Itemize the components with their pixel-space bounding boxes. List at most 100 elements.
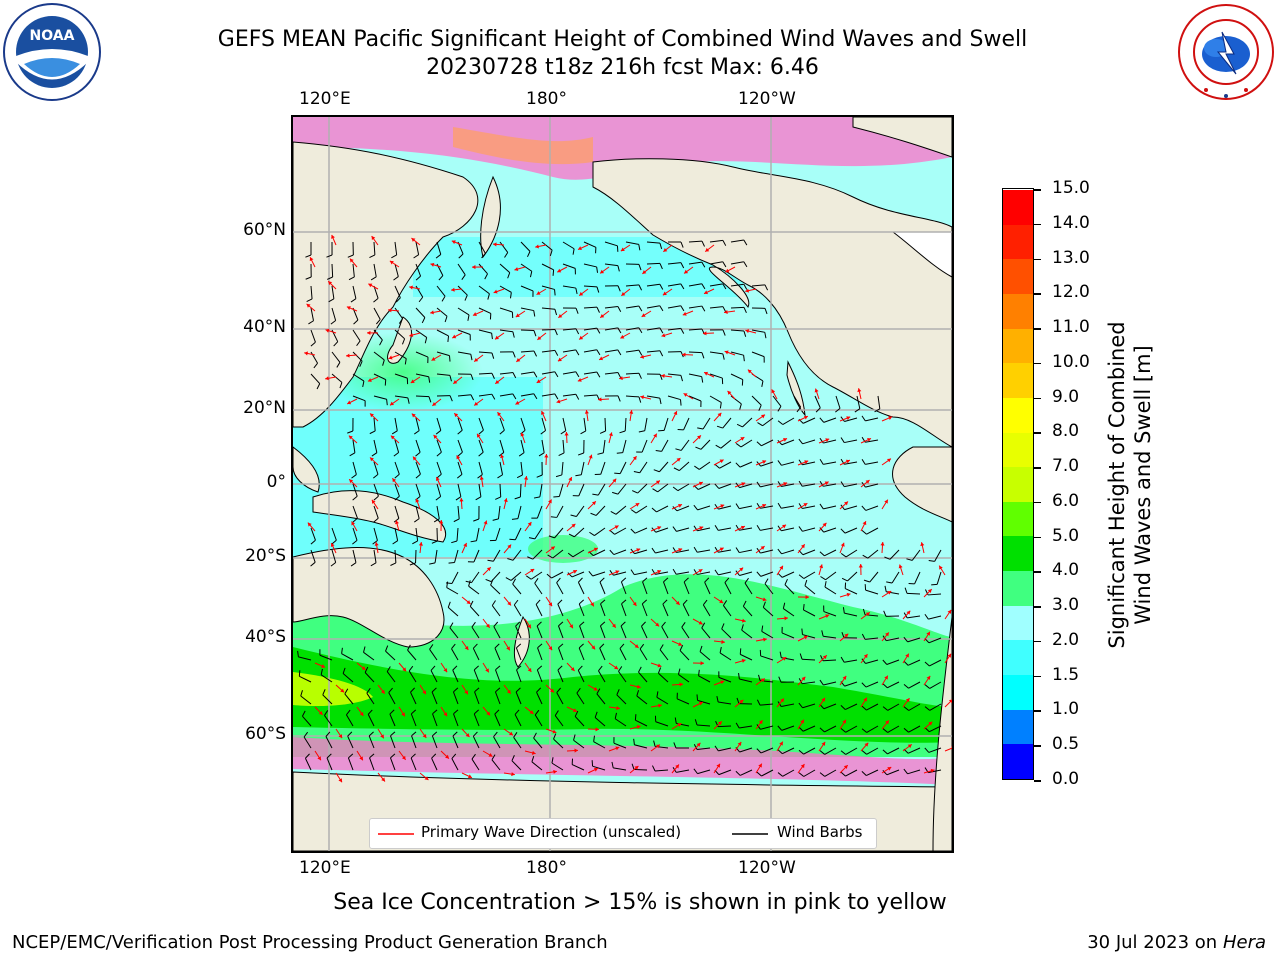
wave-arrow — [430, 310, 442, 315]
wind-barb — [475, 483, 482, 501]
wind-barb — [516, 665, 522, 683]
wind-barb — [735, 482, 753, 489]
colorbar-segment — [1003, 224, 1033, 260]
wave-arrow — [482, 750, 493, 757]
wind-barb — [861, 725, 879, 733]
wind-barb — [499, 351, 516, 358]
wave-arrow — [537, 332, 547, 341]
wave-arrow — [704, 244, 715, 253]
wave-arrow — [391, 477, 400, 488]
wind-barb — [348, 263, 355, 281]
wind-barb — [702, 599, 711, 617]
wave-arrow — [839, 501, 849, 510]
wind-barb — [478, 263, 488, 280]
lon-label-top-180: 180° — [526, 89, 567, 109]
wave-arrow — [776, 616, 789, 621]
wind-barb — [777, 769, 795, 777]
wind-barb — [591, 760, 606, 771]
wind-barb — [620, 577, 627, 595]
wind-barb — [646, 262, 663, 270]
wind-barb — [415, 329, 428, 344]
wind-barb — [693, 743, 711, 751]
wave-arrow — [629, 765, 639, 774]
wave-arrow — [411, 237, 421, 246]
wind-barb — [688, 240, 705, 247]
wave-arrow — [682, 310, 694, 316]
wind-barb — [777, 417, 795, 425]
wind-barb — [372, 527, 378, 545]
colorbar-segment — [1003, 328, 1033, 364]
chart-title: GEFS MEAN Pacific Significant Height of … — [217, 27, 1028, 52]
wind-barb — [528, 527, 543, 540]
wind-barb — [882, 725, 900, 733]
lat-label-40s: 40°S — [245, 627, 286, 647]
wave-arrow — [503, 640, 511, 651]
wind-barb — [625, 241, 641, 251]
wave-arrow — [331, 234, 337, 246]
wind-barb — [505, 571, 522, 581]
wave-arrow — [881, 458, 892, 466]
wind-barb — [738, 672, 753, 683]
wind-barb — [373, 351, 385, 366]
wind-barb — [759, 649, 774, 661]
wind-barb — [322, 689, 333, 705]
wind-barb — [924, 613, 942, 620]
wave-arrow — [650, 526, 662, 532]
wind-barb — [541, 307, 558, 316]
wave-arrow — [860, 479, 870, 488]
wave-arrow — [587, 547, 599, 554]
wave-arrow — [545, 640, 553, 651]
wave-arrow — [367, 376, 379, 382]
wind-barb — [658, 417, 669, 432]
wave-arrow — [398, 662, 407, 672]
wave-arrow — [681, 352, 694, 357]
wind-barb — [625, 284, 643, 291]
wave-arrow — [858, 563, 863, 576]
wave-arrow — [776, 741, 784, 752]
wave-arrow — [608, 618, 617, 629]
wind-barb — [535, 599, 543, 617]
wind-barb — [310, 527, 316, 545]
wave-arrow — [692, 481, 704, 488]
wind-barb — [696, 694, 711, 705]
wave-arrow — [371, 235, 379, 246]
wind-barb — [352, 351, 363, 367]
wave-arrow — [692, 661, 705, 666]
wind-barb — [861, 658, 879, 664]
wind-barb — [625, 305, 643, 312]
wave-arrow — [419, 728, 427, 739]
wind-barb — [604, 263, 620, 272]
wave-arrow — [902, 653, 910, 664]
wave-arrow — [797, 763, 805, 774]
wave-arrow — [671, 682, 684, 687]
wave-arrow — [797, 415, 809, 422]
wind-barb — [862, 549, 879, 559]
lon-label-top-120e: 120°E — [299, 89, 351, 109]
wave-arrow — [335, 728, 343, 739]
wave-arrow — [702, 331, 715, 336]
wind-barb — [373, 505, 379, 523]
wave-arrow — [349, 258, 358, 268]
wind-barb — [621, 599, 627, 617]
wind-barb — [762, 601, 774, 617]
wind-barb — [764, 578, 774, 595]
lon-label-top-120w: 120°W — [738, 89, 796, 109]
wind-barb — [369, 753, 375, 771]
wind-barb — [681, 621, 690, 639]
wind-barb — [540, 417, 547, 435]
colorbar-segment — [1003, 535, 1033, 572]
wind-barb — [578, 599, 585, 617]
colorbar-tick-mark — [1034, 501, 1041, 504]
wind-barb — [718, 671, 732, 683]
wave-arrow — [388, 308, 400, 313]
wave-arrow — [692, 618, 703, 625]
wave-arrow — [494, 332, 505, 340]
wind-barb — [903, 703, 921, 711]
wave-arrow — [734, 618, 746, 623]
wave-arrow — [564, 431, 569, 444]
wind-barb — [394, 285, 401, 303]
wind-barb — [436, 329, 450, 343]
wind-barb — [688, 395, 702, 408]
wave-arrow — [713, 504, 725, 510]
wave-arrow — [745, 329, 757, 334]
